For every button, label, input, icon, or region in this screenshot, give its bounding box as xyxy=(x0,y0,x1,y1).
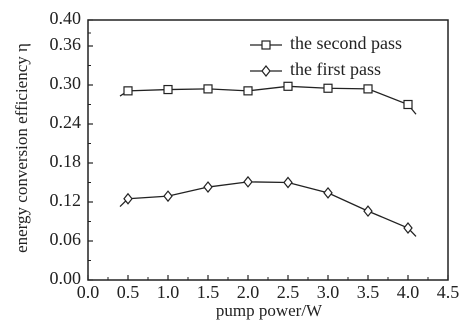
x-tick-label: 2.0 xyxy=(237,282,260,302)
y-tick-label: 0.12 xyxy=(50,190,82,210)
y-tick-label: 0.18 xyxy=(50,151,82,171)
axis-ticks xyxy=(87,19,449,281)
data-point-diamond xyxy=(363,205,373,218)
data-point-diamond xyxy=(163,190,173,203)
x-tick-label: 4.0 xyxy=(397,282,420,302)
data-point-square xyxy=(403,99,413,110)
y-axis-title-group: energy conversion efficiency η xyxy=(12,43,31,253)
y-axis-title: energy conversion efficiency η xyxy=(12,43,31,253)
series-2 xyxy=(119,175,417,237)
data-point-square xyxy=(123,86,133,96)
series-line xyxy=(119,181,417,237)
data-point-square xyxy=(283,81,293,91)
data-point-diamond xyxy=(203,181,213,194)
y-tick-label: 0.30 xyxy=(50,73,82,93)
series-line xyxy=(119,85,417,115)
data-point-diamond xyxy=(283,176,293,189)
legend-entry: the first pass xyxy=(250,59,381,79)
data-point-square xyxy=(163,84,173,95)
x-tick-label: 1.0 xyxy=(157,282,180,302)
x-tick-label: 3.5 xyxy=(357,282,380,302)
series-1 xyxy=(119,81,417,115)
legend-marker xyxy=(261,65,271,77)
y-tick-label: 0.06 xyxy=(50,229,82,249)
legend-label: the first pass xyxy=(290,59,381,79)
data-point-diamond xyxy=(243,175,253,188)
x-axis-title: pump power/W xyxy=(216,301,323,320)
x-tick-label: 0.0 xyxy=(77,282,100,302)
y-tick-label: 0.24 xyxy=(50,112,82,132)
data-point-square xyxy=(363,84,373,94)
series-layer xyxy=(119,81,417,237)
data-point-square xyxy=(243,86,253,96)
data-point-square xyxy=(203,84,213,94)
data-point-diamond xyxy=(323,186,333,199)
plot-frame xyxy=(87,19,449,281)
x-tick-label: 0.5 xyxy=(117,282,140,302)
axis-tick-labels: 0.0 0.5 1.0 1.5 2.0 2.5 3.0 3.5 4.0 4.5 0.00 0.06 0.… xyxy=(50,8,460,302)
x-tick-label: 3.0 xyxy=(317,282,340,302)
x-tick-label: 1.5 xyxy=(197,282,220,302)
legend-entry: the second pass xyxy=(250,33,402,53)
data-point-diamond xyxy=(403,222,413,234)
legend-label: the second pass xyxy=(290,33,402,53)
data-point-square xyxy=(323,83,333,93)
y-tick-label: 0.00 xyxy=(50,268,82,288)
legend: the second pass the first pass xyxy=(250,33,402,79)
data-point-diamond xyxy=(123,192,133,205)
y-tick-label: 0.40 xyxy=(50,8,82,28)
x-tick-label: 4.5 xyxy=(437,282,460,302)
x-tick-label: 2.5 xyxy=(277,282,300,302)
legend-marker xyxy=(261,40,271,50)
y-tick-label: 0.36 xyxy=(50,34,82,54)
